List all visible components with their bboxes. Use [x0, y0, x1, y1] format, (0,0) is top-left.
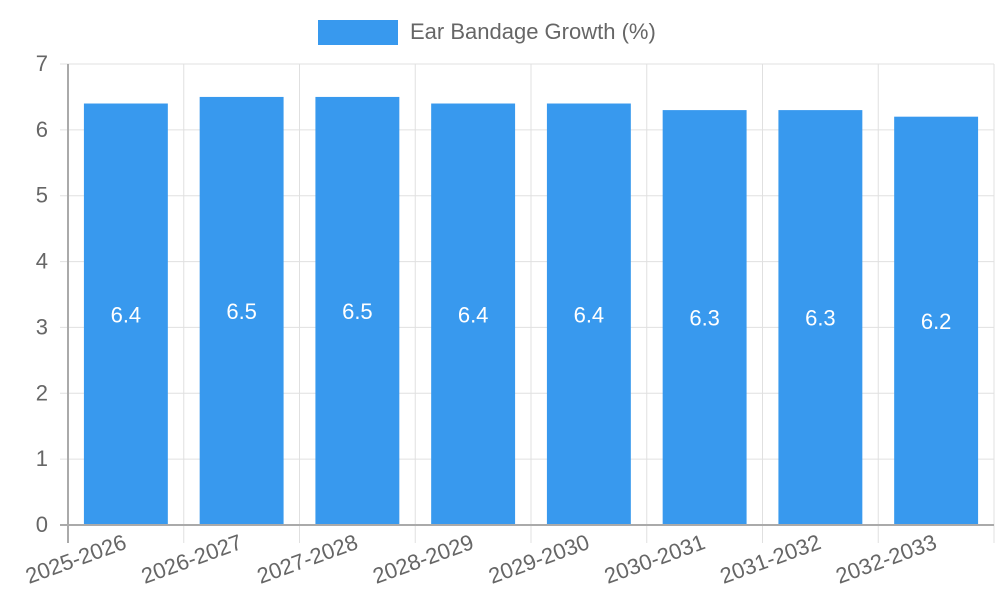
- data-label: 6.4: [574, 302, 605, 327]
- bar: [315, 96, 400, 525]
- data-label: 6.5: [226, 299, 257, 324]
- x-tick-label: 2030-2031: [601, 529, 708, 588]
- data-label: 6.3: [689, 306, 720, 331]
- x-tick-label: 2029-2030: [485, 529, 592, 588]
- data-label: 6.2: [921, 309, 952, 334]
- bar: [83, 103, 168, 525]
- bar: [546, 103, 631, 525]
- bars: [83, 96, 979, 525]
- x-tick-label: 2025-2026: [22, 529, 129, 588]
- x-tick-label: 2027-2028: [254, 529, 361, 588]
- x-tick-label: 2028-2029: [369, 529, 476, 588]
- legend-label: Ear Bandage Growth (%): [410, 19, 656, 44]
- x-tick-label: 2031-2032: [717, 529, 824, 588]
- y-tick-label: 6: [36, 117, 48, 142]
- legend-swatch: [318, 19, 398, 45]
- x-tick-label: 2032-2033: [832, 529, 939, 588]
- axes: [60, 64, 994, 543]
- y-tick-label: 5: [36, 183, 48, 208]
- y-tick-label: 3: [36, 314, 48, 339]
- y-tick-label: 0: [36, 512, 48, 537]
- chart-legend[interactable]: Ear Bandage Growth (%): [318, 19, 656, 45]
- data-label: 6.3: [805, 306, 836, 331]
- x-tick-label: 2026-2027: [138, 529, 245, 588]
- bar: [662, 110, 747, 525]
- y-tick-label: 4: [36, 249, 48, 274]
- y-tick-label: 1: [36, 446, 48, 471]
- data-label: 6.5: [342, 299, 373, 324]
- bar: [894, 116, 979, 525]
- y-tick-label: 7: [36, 51, 48, 76]
- data-label: 6.4: [111, 302, 142, 327]
- bar: [431, 103, 516, 525]
- data-label: 6.4: [458, 302, 489, 327]
- bar: [199, 96, 284, 525]
- y-tick-label: 2: [36, 380, 48, 405]
- bar: [778, 110, 863, 525]
